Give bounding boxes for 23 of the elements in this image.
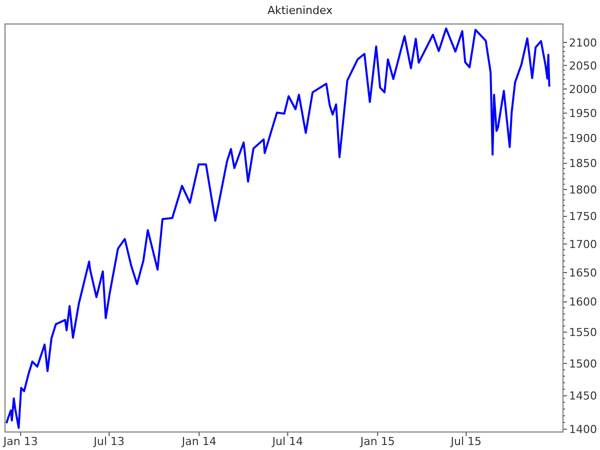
y-tick-label: 1700	[569, 238, 597, 251]
line-series	[5, 27, 550, 429]
x-tick-label: Jul 13	[92, 435, 125, 448]
x-tick-label: Jan 14	[180, 435, 216, 448]
y-tick-label: 1750	[569, 210, 597, 224]
x-tick-label: Jul 14	[271, 435, 304, 448]
y-tick-label: 1500	[569, 357, 597, 370]
x-tick-label: Jul 15	[450, 435, 482, 448]
y-tick-label: 1800	[569, 183, 597, 196]
x-tick-label: Jan 15	[359, 435, 395, 448]
y-tick-label: 1850	[569, 157, 597, 170]
y-tick-label: 1600	[569, 296, 597, 309]
chart-title: Aktienindex	[267, 4, 334, 17]
y-tick-label: 1400	[569, 423, 597, 436]
y-tick-label: 1550	[569, 326, 597, 340]
y-tick-label: 2050	[569, 59, 597, 72]
y-tick-label: 1450	[569, 390, 597, 403]
y-tick-label: 1950	[569, 107, 597, 120]
y-tick-label: 1900	[569, 132, 597, 145]
y-tick-label: 1650	[569, 266, 597, 280]
x-tick-label: Jan 13	[2, 435, 38, 448]
y-tick-label: 2100	[569, 36, 597, 50]
y-tick-label: 2000	[569, 82, 597, 96]
